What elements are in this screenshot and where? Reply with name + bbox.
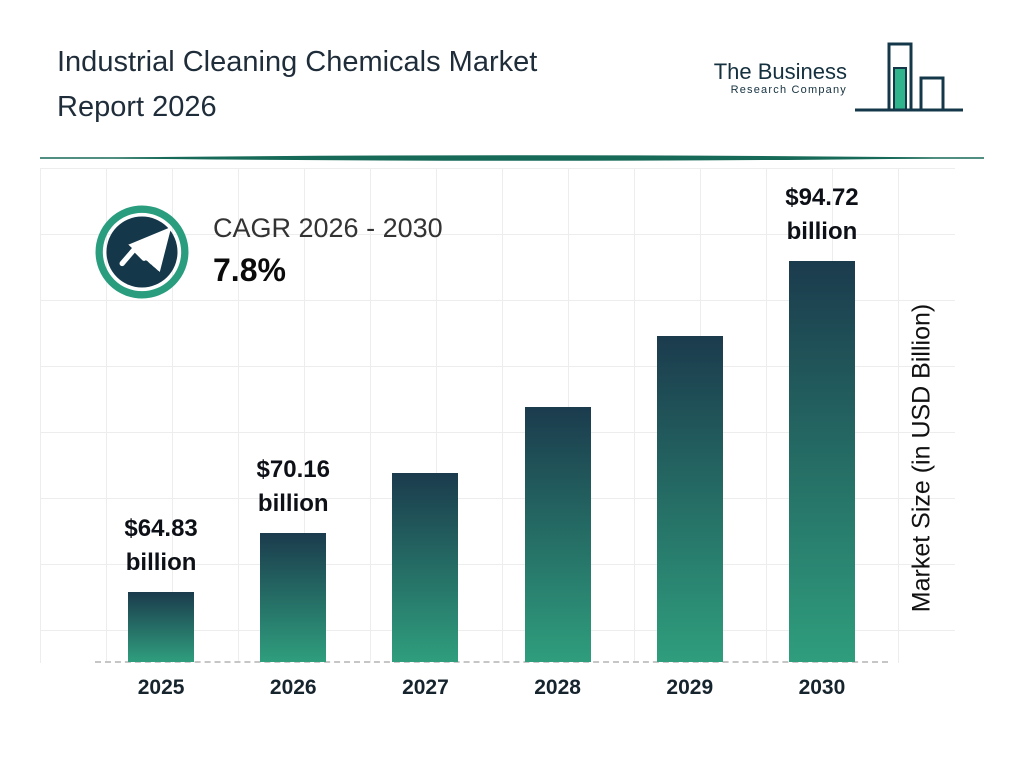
bar-2027: [392, 472, 459, 662]
bar-2030: [788, 260, 855, 662]
cagr-badge: CAGR 2026 - 2030 7.8%: [95, 205, 443, 304]
x-axis-label-2026: 2026: [269, 676, 317, 699]
bar-value-label: $64.83 billion: [124, 514, 198, 576]
x-axis-baseline: [95, 661, 888, 663]
bar-value-label: $70.16 billion: [256, 455, 330, 517]
bar-group: [624, 180, 756, 662]
bar-group: [492, 180, 624, 662]
cagr-label: CAGR 2026 - 2030: [213, 213, 443, 243]
growth-trend-icon: [95, 205, 189, 304]
bar-group: $64.83 billion: [95, 180, 227, 662]
bar-2025: [128, 591, 195, 662]
page-title-line1: Industrial Cleaning Chemicals Market: [57, 46, 538, 78]
x-axis-label-2027: 2027: [402, 676, 449, 699]
x-axis-label-2028: 2028: [534, 676, 581, 699]
bar-2028: [524, 407, 591, 662]
x-axis-label-2030: 2030: [798, 676, 846, 699]
title-divider: [30, 150, 994, 166]
bar-group: $94.72 billion: [756, 180, 888, 662]
bar-group: [359, 180, 491, 662]
bar-2026: [260, 532, 327, 662]
y-axis-label: Market Size (in USD Billion): [907, 303, 936, 613]
company-logo-name: The Business: [713, 59, 847, 84]
company-logo: The Business Research Company: [714, 38, 969, 127]
bar-chart-logo-icon: [849, 38, 969, 127]
x-axis-label-2029: 2029: [666, 676, 714, 699]
x-axis-labels: 2025 2026 2027 2028 2029 2030: [95, 676, 888, 700]
plot-area: $64.83 billion $70.16 billion $94.72 billion: [95, 180, 888, 662]
cagr-text: CAGR 2026 - 2030 7.8%: [213, 213, 443, 289]
page-title: Industrial Cleaning Chemicals Market Rep…: [57, 40, 537, 130]
company-logo-text: The Business Research Company: [713, 59, 847, 97]
company-logo-subtitle: Research Company: [730, 84, 847, 96]
bar-group: $70.16 billion: [227, 180, 359, 662]
bar-2029: [656, 336, 723, 662]
page-title-line2: Report 2026: [57, 91, 217, 123]
x-axis-label-2025: 2025: [137, 676, 185, 699]
bar-value-label: $94.72 billion: [785, 183, 859, 245]
cagr-value: 7.8%: [213, 252, 286, 288]
